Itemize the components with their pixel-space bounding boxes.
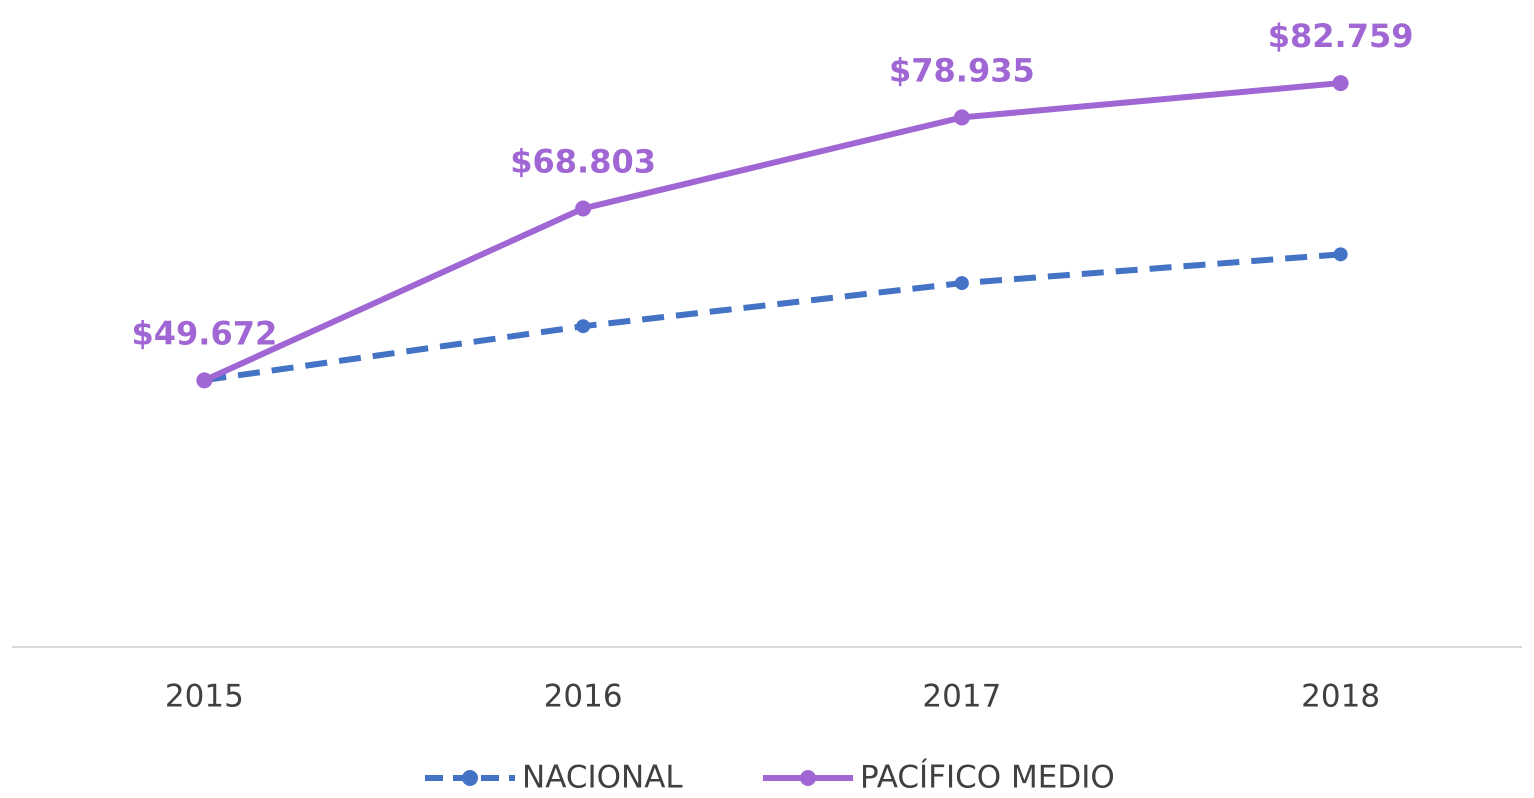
legend-symbol-marker [462,770,478,786]
x-tick-label: 2018 [1301,679,1380,715]
point-marker [196,372,213,389]
series-line [203,251,1341,384]
legend-label: PACÍFICO MEDIO [860,760,1115,796]
legend-symbol-marker [800,770,816,786]
data-label: $78.935 [889,51,1035,89]
x-tick-label: 2015 [165,679,244,715]
legend-label: NACIONAL [522,760,683,796]
point-marker [576,319,591,334]
data-label: $82.759 [1268,17,1414,55]
x-tick-label: 2017 [922,679,1001,715]
point-marker [953,109,970,126]
series-line [203,80,1341,384]
point-marker [1333,247,1348,262]
point-marker [575,200,592,217]
data-label: $49.672 [132,314,278,352]
point-marker [1332,75,1349,92]
point-marker [954,276,969,291]
data-label: $68.803 [510,142,656,180]
x-tick-label: 2016 [544,679,623,715]
